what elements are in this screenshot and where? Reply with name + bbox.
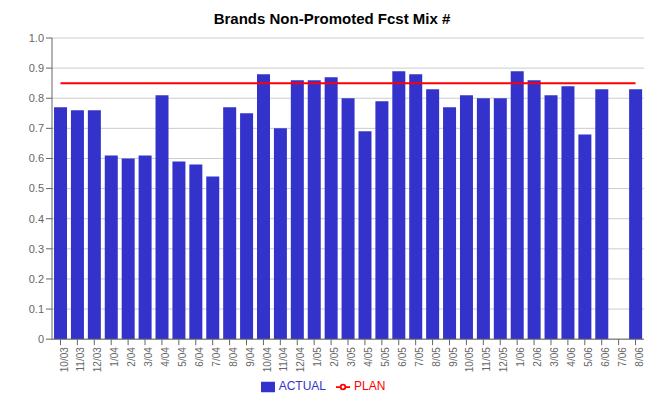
svg-text:9/05: 9/05 <box>448 347 459 367</box>
html-text:PLAN: PLAN <box>354 379 386 394</box>
svg-text:2/04: 2/04 <box>126 347 137 367</box>
svg-text:0.1: 0.1 <box>29 303 44 315</box>
svg-text:2/05: 2/05 <box>329 347 340 367</box>
svg-text:1/05: 1/05 <box>312 347 323 367</box>
svg-text:3/05: 3/05 <box>346 347 357 367</box>
svg-text:3/06: 3/06 <box>549 347 560 367</box>
svg-text:7/06: 7/06 <box>617 347 628 367</box>
svg-text:6/04: 6/04 <box>194 347 205 367</box>
svg-text:10/04: 10/04 <box>262 347 273 372</box>
svg-text:9/04: 9/04 <box>245 347 256 367</box>
svg-text:5/06: 5/06 <box>583 347 594 367</box>
svg-text:0.4: 0.4 <box>29 213 44 225</box>
svg-text:5/05: 5/05 <box>380 347 391 367</box>
svg-text:4/06: 4/06 <box>566 347 577 367</box>
svg-text:12/05: 12/05 <box>498 347 509 372</box>
svg-text:6/05: 6/05 <box>397 347 408 367</box>
svg-text:1/04: 1/04 <box>109 347 120 367</box>
svg-text:7/05: 7/05 <box>414 347 425 367</box>
html-text:Brands Non-Promoted Fcst Mix #: Brands Non-Promoted Fcst Mix # <box>213 10 451 27</box>
svg-text:8/06: 8/06 <box>634 347 645 367</box>
svg-text:8/04: 8/04 <box>228 347 239 367</box>
svg-text:10/05: 10/05 <box>465 347 476 372</box>
svg-text:11/04: 11/04 <box>278 347 289 372</box>
svg-text:5/04: 5/04 <box>177 347 188 367</box>
svg-text:11/05: 11/05 <box>481 347 492 372</box>
svg-text:0.3: 0.3 <box>29 243 44 255</box>
svg-text:0.8: 0.8 <box>29 92 44 104</box>
svg-text:0.2: 0.2 <box>29 273 44 285</box>
svg-text:4/05: 4/05 <box>363 347 374 367</box>
svg-text:4/04: 4/04 <box>160 347 171 367</box>
svg-text:0.5: 0.5 <box>29 182 44 194</box>
svg-text:6/06: 6/06 <box>600 347 611 367</box>
svg-text:3/04: 3/04 <box>143 347 154 367</box>
svg-text:8/05: 8/05 <box>431 347 442 367</box>
svg-text:7/04: 7/04 <box>211 347 222 367</box>
svg-text:1.0: 1.0 <box>29 32 44 44</box>
svg-text:1/06: 1/06 <box>515 347 526 367</box>
svg-text:12/03: 12/03 <box>92 347 103 372</box>
svg-text:2/06: 2/06 <box>532 347 543 367</box>
svg-text:0.6: 0.6 <box>29 152 44 164</box>
svg-text:0.9: 0.9 <box>29 62 44 74</box>
svg-text:0: 0 <box>38 333 44 345</box>
svg-text:12/04: 12/04 <box>295 347 306 372</box>
svg-text:10/03: 10/03 <box>59 347 70 372</box>
html-text:ACTUAL: ACTUAL <box>278 379 326 394</box>
svg-text:11/03: 11/03 <box>75 347 86 372</box>
svg-text:0.7: 0.7 <box>29 122 44 134</box>
